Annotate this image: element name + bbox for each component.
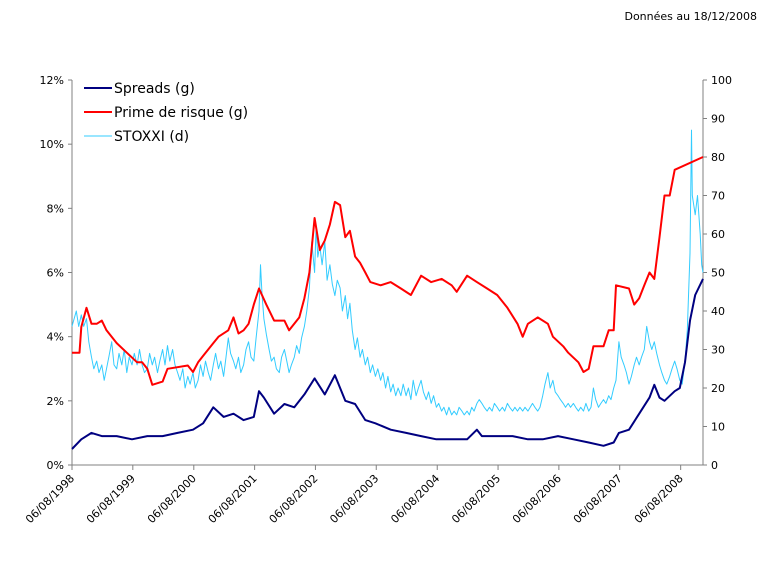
left-tick-label: 4%	[47, 331, 64, 344]
left-tick-label: 10%	[40, 138, 64, 151]
x-tick-label: 06/08/2006	[510, 472, 564, 526]
right-tick-label: 10	[711, 421, 725, 434]
x-tick-label: 06/08/2000	[145, 472, 199, 526]
x-tick-label: 06/08/2008	[632, 472, 686, 526]
series-line-2	[71, 129, 704, 416]
legend-label: STOXXI (d)	[114, 129, 189, 145]
left-tick-label: 12%	[40, 74, 64, 87]
left-tick-label: 0%	[47, 459, 64, 472]
left-tick-label: 8%	[47, 202, 64, 215]
series-layer	[71, 129, 704, 450]
x-tick-label: 06/08/2003	[327, 472, 381, 526]
legend-label: Spreads (g)	[114, 81, 195, 97]
right-tick-label: 70	[711, 190, 725, 203]
x-tick-label: 06/08/2002	[267, 472, 321, 526]
right-tick-label: 30	[711, 344, 725, 357]
right-tick-label: 100	[711, 74, 732, 87]
x-tick-label: 06/08/2004	[388, 472, 442, 526]
right-tick-label: 80	[711, 151, 725, 164]
left-tick-label: 6%	[47, 267, 64, 280]
legend: Spreads (g) Prime de risque (g) STOXXI (d)	[84, 81, 248, 145]
right-tick-label: 60	[711, 228, 725, 241]
right-tick-label: 50	[711, 267, 725, 280]
series-line-1	[72, 156, 704, 386]
x-tick-label: 06/08/1998	[23, 472, 77, 526]
legend-label: Prime de risque (g)	[114, 105, 248, 121]
series-line-0	[71, 278, 704, 450]
data-date-note: Données au 18/12/2008	[624, 10, 757, 23]
x-tick-label: 06/08/2005	[449, 472, 503, 526]
x-tick-label: 06/08/2001	[206, 472, 260, 526]
right-tick-label: 40	[711, 305, 725, 318]
left-tick-label: 2%	[47, 395, 64, 408]
x-tick-label: 06/08/1999	[84, 472, 138, 526]
right-tick-label: 0	[711, 459, 718, 472]
right-tick-label: 90	[711, 113, 725, 126]
x-tick-label: 06/08/2007	[571, 472, 625, 526]
right-tick-label: 20	[711, 382, 725, 395]
